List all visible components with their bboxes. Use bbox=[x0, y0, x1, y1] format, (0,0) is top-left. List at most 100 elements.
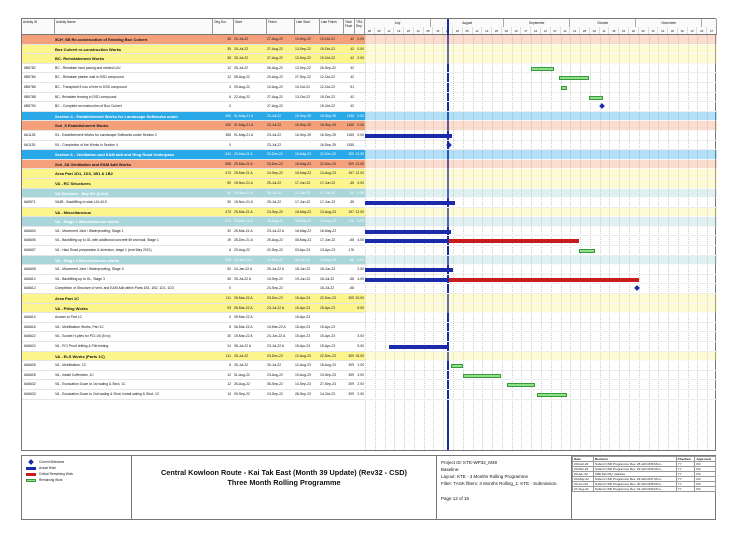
remaining-work-bar[interactable] bbox=[589, 95, 603, 100]
cell-fi: 19-Sep-22 bbox=[267, 276, 283, 281]
milestone-marker[interactable] bbox=[446, 141, 452, 148]
wbs-row[interactable]: Area Part 1D1, 1D3, 1B1 & 1B2 473 25-Mar-2… bbox=[22, 169, 365, 179]
critical-work-bar[interactable] bbox=[365, 277, 639, 282]
wbs-row[interactable]: VA - Piling Works 93 05-Mar-22 A 23-Jul-22 … bbox=[22, 303, 365, 314]
activity-table: 5CH_6B Re-construction of Existing Box C… bbox=[22, 35, 365, 400]
wbs-row[interactable]: Sch_6A Ventilation and E&M Adit Works 508… bbox=[22, 159, 365, 170]
revision-row: 27-Aug-22 Submit CSD Programme Rev. 32 wi… bbox=[572, 486, 716, 492]
activity-row[interactable]: 6A6610 VA - Backfilling up to GL, Stage 3… bbox=[22, 275, 365, 285]
cell-ls: 12-Aug-23 bbox=[295, 363, 311, 368]
col-header-id[interactable]: Activity ID bbox=[22, 19, 55, 35]
week-gridline bbox=[619, 35, 621, 450]
milestone-marker[interactable] bbox=[599, 103, 605, 109]
remaining-work-bar[interactable] bbox=[507, 383, 535, 388]
wbs-row[interactable]: Section 4 - Establishment Works for Land… bbox=[22, 111, 365, 122]
wbs-row[interactable]: VA Sections - Bay 8/2 (3.0m) 50 15-Nov-21 … bbox=[22, 188, 365, 199]
wbs-row[interactable]: Section 6 - Ventilation and E&M adit and… bbox=[22, 150, 365, 160]
cell-st: 25-Mar-21 A bbox=[234, 161, 253, 166]
remaining-work-bar[interactable] bbox=[559, 76, 589, 81]
cell-fi: 24-Sep-22 bbox=[267, 209, 283, 214]
cell-od: 50 bbox=[227, 180, 231, 185]
wbs-row[interactable]: VA - Stage 3 Miscellaneous works 226 24-Ja… bbox=[22, 255, 365, 266]
wbs-row[interactable]: VA - Miscellaneous 473 25-Mar-21 A 24-Sep-2… bbox=[22, 207, 365, 218]
week-gridline bbox=[648, 35, 650, 450]
cell-st: 28-Dec-21 A bbox=[234, 238, 253, 243]
remaining-work-bar[interactable] bbox=[579, 249, 595, 254]
month-header: November bbox=[636, 19, 703, 27]
actual-work-bar[interactable] bbox=[365, 133, 452, 138]
col-header-total-float[interactable]: Total Float bbox=[344, 19, 355, 35]
cell-tr: 15.00 bbox=[355, 353, 365, 358]
activity-row[interactable]: 6A6616 VA - Mobilisation Works, Part 1C 8 0… bbox=[22, 323, 365, 333]
activity-row[interactable]: 6B5790 BC - Complete reconstruction of Bo… bbox=[22, 102, 365, 112]
activity-row[interactable]: 6B5788 BC- Reinstate fencing in DSD compo… bbox=[22, 93, 365, 103]
cell-st: 25-Jul-22 bbox=[234, 46, 249, 51]
activity-row[interactable]: 6A6608 VA - Movement Joint / Waterproofin… bbox=[22, 265, 365, 275]
milestone-marker[interactable] bbox=[634, 285, 640, 292]
cell-od: 473 bbox=[225, 219, 231, 224]
wbs-row[interactable]: VA - RC Structures 50 15-Nov-21 A 25-Jul-22… bbox=[22, 178, 365, 189]
remaining-work-bar[interactable] bbox=[561, 85, 567, 90]
cell-st: 15-Nov-21 A bbox=[234, 190, 253, 195]
cell-lf: 16-May-22 bbox=[320, 228, 337, 233]
col-header-tra-dep[interactable]: TRA Dep bbox=[355, 19, 365, 35]
activity-row[interactable]: 6B5784 BC - Reinstate planter wall in DSD… bbox=[22, 73, 365, 83]
wbs-row[interactable]: VA - Stage 1 Miscellaneous works 473 25-Ma… bbox=[22, 217, 365, 227]
week-gridline bbox=[638, 35, 640, 450]
gantt-row bbox=[365, 361, 717, 371]
cell-tf: 309 bbox=[348, 382, 354, 387]
cell-st: 15-Nov-21 A bbox=[234, 200, 253, 205]
wbs-row[interactable]: BC- Reinstatement Works 35 25-Jul-22 27-Aug… bbox=[22, 54, 365, 64]
remaining-work-bar[interactable] bbox=[451, 364, 463, 369]
wbs-row[interactable]: Area Part 1C 111 05-Mar-22 A 03-Dec-22 15-Ap… bbox=[22, 294, 365, 304]
activity-row[interactable]: 6A1130 S4 - Completion of the Works in Se… bbox=[22, 141, 365, 151]
remaining-work-bar[interactable] bbox=[531, 66, 554, 71]
cell-ls: 19-Aug-23 bbox=[295, 372, 311, 377]
col-header-late-finish[interactable]: Late Finish bbox=[320, 19, 344, 35]
activity-row[interactable]: 6A6606 VA - Backfilling up to GL with add… bbox=[22, 236, 365, 247]
cell-od: 111 bbox=[225, 353, 231, 358]
wbs-row[interactable]: VA - ELS Works (Parts 1C) 111 25-Jul-22 03-… bbox=[22, 351, 365, 362]
actual-work-bar[interactable] bbox=[365, 229, 451, 234]
cell-od: 0 bbox=[229, 315, 231, 320]
activity-row[interactable]: 6B5786 BC - Transplant 5 nos of tree in D… bbox=[22, 83, 365, 93]
actual-work-bar[interactable] bbox=[389, 345, 447, 349]
activity-row[interactable]: 6A6612 Completion of Structure of vent. a… bbox=[22, 284, 365, 295]
actual-work-bar[interactable] bbox=[365, 201, 455, 206]
activity-row[interactable]: 6A1128 S4 - Establishment Works for Lands… bbox=[22, 131, 365, 141]
activity-row[interactable]: 6A6632 VA - Excavation Down to 1st waling… bbox=[22, 380, 365, 390]
activity-row[interactable]: 6A6622 VA - Socket H-piles for PCI-VA (5 … bbox=[22, 332, 365, 342]
remaining-work-bar[interactable] bbox=[537, 392, 567, 397]
col-header-orig-dur[interactable]: Orig Dur bbox=[213, 19, 234, 35]
activity-row[interactable]: 6A6626 VA - Mobilisation, 1C 6 25-Jul-22 30-… bbox=[22, 361, 365, 371]
col-header-start[interactable]: Start bbox=[234, 19, 267, 35]
activity-row[interactable]: 6A6604 VA - Movement Joint / Waterproofin… bbox=[22, 227, 365, 237]
week-header: 16 bbox=[649, 27, 659, 34]
cell-id: 6A6612 bbox=[24, 286, 36, 291]
actual-work-bar[interactable] bbox=[365, 268, 453, 273]
revision-table: Date Revision Checked Approved 20-Feb-22 Subm… bbox=[572, 456, 716, 519]
week-header: 29 bbox=[453, 27, 463, 34]
cell-name: VA - ELS Works (Parts 1C) bbox=[55, 353, 105, 359]
gantt-row bbox=[365, 380, 717, 390]
wbs-row[interactable]: Box Culvert re-construction Works 35 25-Ju… bbox=[22, 44, 365, 55]
col-header-name[interactable]: Activity Name bbox=[55, 19, 213, 35]
activity-row[interactable]: 6A5571 VA4B - Backfilling to slab L2/L4/L… bbox=[22, 198, 365, 208]
activity-row[interactable]: 6B5782 BC - Reinstate hard paving and rel… bbox=[22, 64, 365, 74]
col-header-late-start[interactable]: Late Start bbox=[295, 19, 320, 35]
activity-row[interactable]: 6A6624 VA - PCI Proof drilling & Pile tes… bbox=[22, 342, 365, 352]
activity-row[interactable]: 6A6628 VA - Install Cofferdam, 1C 12 01-Aug… bbox=[22, 371, 365, 381]
wbs-row[interactable]: Sch_5 Establishment Works 400 01-May-21 A 2… bbox=[22, 121, 365, 131]
activity-row[interactable]: 6A6607 VA - Haul Road preparation & diver… bbox=[22, 246, 365, 256]
week-header: 21 bbox=[570, 27, 581, 34]
cell-fi: 23-Jul-22 A bbox=[267, 344, 285, 348]
week-header: 26 bbox=[492, 27, 502, 34]
wbs-row[interactable]: 5CH_6B Re-construction of Existing Box C… bbox=[22, 35, 365, 45]
remaining-work-bar[interactable] bbox=[463, 373, 501, 378]
col-header-finish[interactable]: Finish bbox=[267, 19, 295, 35]
cell-fi: 24-Sep-22 bbox=[267, 171, 283, 176]
activity-row[interactable]: 6A6614 Access to Part 1C 0 05-Mar-22 A 15-Ap… bbox=[22, 313, 365, 323]
critical-work-bar[interactable] bbox=[365, 239, 579, 244]
gantt-row bbox=[365, 351, 717, 362]
activity-row[interactable]: 6A6633 VA - Excavation Down to 2nd waling… bbox=[22, 390, 365, 400]
